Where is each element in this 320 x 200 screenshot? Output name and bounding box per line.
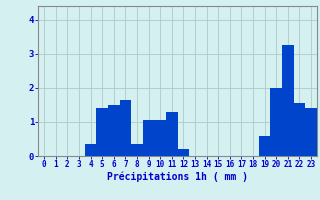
Bar bbox=[131, 144, 143, 156]
Bar bbox=[282, 45, 294, 156]
Bar bbox=[166, 112, 178, 156]
Bar bbox=[155, 120, 166, 156]
Bar bbox=[178, 149, 189, 156]
Bar bbox=[270, 88, 282, 156]
Bar bbox=[305, 108, 317, 156]
Bar bbox=[259, 136, 270, 156]
Bar bbox=[96, 108, 108, 156]
Bar bbox=[108, 105, 120, 156]
Bar bbox=[294, 103, 305, 156]
Bar bbox=[143, 120, 155, 156]
X-axis label: Précipitations 1h ( mm ): Précipitations 1h ( mm ) bbox=[107, 172, 248, 182]
Bar bbox=[85, 144, 96, 156]
Bar bbox=[120, 100, 131, 156]
